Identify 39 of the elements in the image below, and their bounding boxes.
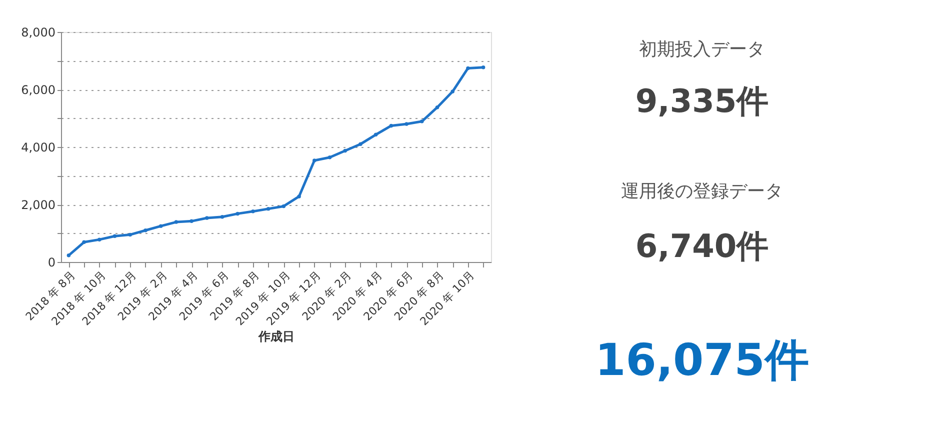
x-axis-title: 作成日 bbox=[258, 329, 294, 344]
point bbox=[98, 238, 102, 242]
point bbox=[420, 120, 424, 124]
point bbox=[158, 224, 163, 228]
text: 16,075件 bbox=[595, 335, 809, 386]
text: 初期投入データ bbox=[639, 39, 765, 60]
point bbox=[220, 214, 224, 219]
point bbox=[328, 155, 332, 160]
point bbox=[128, 232, 132, 237]
point bbox=[205, 216, 209, 220]
point bbox=[236, 212, 240, 216]
point bbox=[481, 65, 486, 70]
point bbox=[251, 210, 255, 214]
point bbox=[435, 105, 440, 110]
y-tick-label: 6,000 bbox=[21, 83, 56, 97]
point bbox=[174, 220, 178, 224]
point bbox=[144, 228, 148, 232]
text: 6,740件 bbox=[635, 227, 769, 265]
point bbox=[82, 240, 86, 244]
point bbox=[450, 90, 454, 94]
y-tick-label: 4,000 bbox=[21, 140, 56, 154]
point bbox=[466, 66, 470, 70]
point bbox=[282, 204, 286, 208]
point bbox=[312, 158, 316, 162]
text: 9,335件 bbox=[635, 82, 769, 120]
point bbox=[66, 254, 71, 258]
point bbox=[112, 234, 117, 238]
point bbox=[266, 206, 270, 211]
text: 運用後の登録データ bbox=[621, 181, 783, 202]
point bbox=[190, 219, 194, 224]
point bbox=[358, 142, 362, 146]
y-tick-label: 8,000 bbox=[21, 26, 56, 40]
point bbox=[343, 148, 347, 153]
point bbox=[374, 132, 378, 137]
point bbox=[389, 124, 394, 128]
y-tick-label: 0 bbox=[48, 256, 56, 270]
point bbox=[404, 122, 408, 126]
y-tick-label: 2,000 bbox=[21, 198, 56, 212]
point bbox=[297, 194, 301, 198]
